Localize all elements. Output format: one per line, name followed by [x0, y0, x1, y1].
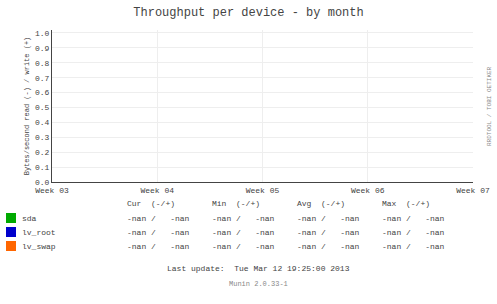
svg-text:Max (-/+): Max (-/+): [382, 199, 430, 208]
svg-text:Week 06: Week 06: [351, 186, 385, 195]
svg-text:Munin 2.0.33-1: Munin 2.0.33-1: [229, 280, 288, 288]
svg-text:-nan / -nan: -nan / -nan: [127, 242, 190, 251]
svg-text:0.3: 0.3: [35, 133, 50, 142]
svg-text:Avg (-/+): Avg (-/+): [297, 199, 345, 208]
svg-text:-nan / -nan: -nan / -nan: [382, 214, 445, 223]
svg-text:-nan / -nan: -nan / -nan: [212, 228, 275, 237]
svg-text:0.8: 0.8: [35, 59, 50, 68]
svg-text:-nan / -nan: -nan / -nan: [382, 242, 445, 251]
svg-text:lv_swap: lv_swap: [22, 242, 56, 251]
svg-text:0.0: 0.0: [35, 178, 50, 187]
svg-text:0.1: 0.1: [35, 163, 50, 172]
svg-text:sda: sda: [22, 214, 37, 223]
svg-text:0.7: 0.7: [35, 73, 50, 82]
svg-text:Throughput per device - by mon: Throughput per device - by month: [133, 6, 363, 20]
svg-text:-nan / -nan: -nan / -nan: [382, 228, 445, 237]
svg-text:Week 07: Week 07: [456, 186, 490, 195]
svg-text:0.2: 0.2: [35, 148, 50, 157]
svg-text:Cur (-/+): Cur (-/+): [127, 199, 175, 208]
svg-text:Week 05: Week 05: [246, 186, 280, 195]
svg-text:Last update: Tue Mar 12 19:25: Last update: Tue Mar 12 19:25:00 2013: [167, 264, 350, 273]
svg-text:0.6: 0.6: [35, 88, 50, 97]
svg-text:0.9: 0.9: [35, 44, 50, 53]
svg-text:lv_root: lv_root: [22, 228, 56, 237]
svg-text:-nan / -nan: -nan / -nan: [212, 242, 275, 251]
svg-text:Min (-/+): Min (-/+): [212, 199, 260, 208]
svg-text:Bytes/second read (-) / write: Bytes/second read (-) / write (+): [23, 37, 31, 176]
svg-text:-nan / -nan: -nan / -nan: [212, 214, 275, 223]
svg-text:Week 03: Week 03: [35, 186, 69, 195]
svg-text:-nan / -nan: -nan / -nan: [297, 214, 360, 223]
svg-text:-nan / -nan: -nan / -nan: [127, 228, 190, 237]
svg-text:1.0: 1.0: [35, 29, 50, 38]
svg-text:Week 04: Week 04: [140, 186, 174, 195]
svg-text:-nan / -nan: -nan / -nan: [297, 242, 360, 251]
svg-text:-nan / -nan: -nan / -nan: [297, 228, 360, 237]
svg-text:0.5: 0.5: [35, 103, 50, 112]
svg-text:-nan / -nan: -nan / -nan: [127, 214, 190, 223]
svg-text:RRDTOOL / TOBI OETIKER: RRDTOOL / TOBI OETIKER: [486, 66, 493, 146]
svg-text:0.4: 0.4: [35, 118, 50, 127]
